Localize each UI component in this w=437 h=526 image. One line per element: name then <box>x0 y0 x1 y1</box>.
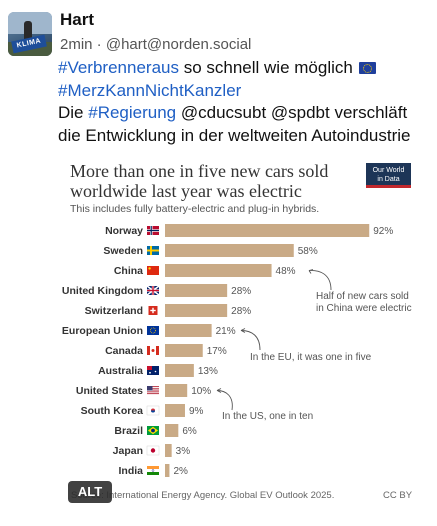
post-text-segment: Die <box>58 103 89 122</box>
category-label: Switzerland <box>85 305 143 317</box>
value-label: 28% <box>231 286 251 297</box>
hashtag-link[interactable]: #Verbrenneraus <box>58 58 179 77</box>
value-label: 28% <box>231 306 251 317</box>
flag-icon <box>146 285 160 296</box>
bar <box>165 404 185 417</box>
post-line-3: Die #Regierung @cducsubt @spdbt verschlä… <box>58 102 430 125</box>
flag-icon <box>146 405 160 416</box>
flag-icon <box>147 386 159 395</box>
bar <box>165 364 194 377</box>
bar <box>165 384 188 397</box>
value-label: 3% <box>176 446 191 457</box>
post-text-segment: @cducsubt @spdbt verschläft <box>176 103 408 122</box>
display-name[interactable]: Hart <box>60 10 95 29</box>
owid-logo: Our World in Data <box>366 163 411 188</box>
owid-logo-line: in Data <box>377 176 400 183</box>
post-line-4: die Entwicklung in der weltweiten Autoin… <box>58 125 411 145</box>
post-header: KLIMA Hart 2min · @hart@norden.social <box>8 8 428 58</box>
category-label: Norway <box>105 225 143 237</box>
flag-icon <box>147 366 159 375</box>
annotation-text: Half of new cars sold <box>316 291 409 302</box>
annotation-text: In the US, one in ten <box>222 411 313 422</box>
value-label: 48% <box>276 266 296 277</box>
bar <box>165 344 203 357</box>
annotation-arrow <box>308 269 332 291</box>
category-label: China <box>114 265 143 277</box>
alt-text-button[interactable]: ALT <box>68 481 112 503</box>
flag-icon <box>146 445 160 456</box>
post-text: #Verbrenneraus so schnell wie möglich #M… <box>58 57 430 147</box>
chart-subtitle: This includes fully battery-electric and… <box>70 203 320 215</box>
flag-icon <box>147 346 159 355</box>
category-label: Canada <box>105 345 143 357</box>
category-label: United States <box>76 385 143 397</box>
eu-flag-icon <box>358 62 376 74</box>
category-label: Sweden <box>103 245 143 257</box>
owid-logo-line: Our World <box>372 167 405 174</box>
chart-title-line: worldwide last year was electric <box>70 181 302 201</box>
bar <box>165 304 228 317</box>
annotation-text: In the EU, it was one in five <box>250 352 372 363</box>
bar <box>165 264 272 277</box>
bar <box>165 424 179 437</box>
avatar-figure <box>24 21 32 41</box>
value-label: 58% <box>298 246 318 257</box>
post-text-segment: so schnell wie möglich <box>178 58 353 77</box>
category-label: South Korea <box>81 405 144 417</box>
chart-title: More than one in five new cars sold worl… <box>70 161 360 201</box>
value-label: 10% <box>191 386 211 397</box>
bar <box>165 464 170 477</box>
bar <box>165 324 212 337</box>
flag-icon <box>147 426 159 435</box>
bar <box>165 224 370 237</box>
flag-icon <box>148 306 158 315</box>
value-label: 6% <box>182 426 197 437</box>
bar <box>165 444 172 457</box>
bar <box>165 244 294 257</box>
hashtag-link[interactable]: #MerzKannNichtKanzler <box>58 80 242 100</box>
value-label: 2% <box>173 466 188 477</box>
category-label: European Union <box>62 325 143 337</box>
bar <box>165 284 228 297</box>
category-label: India <box>118 465 143 477</box>
bar-chart: Norway 92% Sweden 58% China 48% United Kingdom… <box>62 224 412 477</box>
value-label: 92% <box>373 226 393 237</box>
value-label: 21% <box>216 326 236 337</box>
flag-icon <box>147 226 159 235</box>
flag-icon <box>147 246 159 255</box>
value-label: 13% <box>198 366 218 377</box>
hashtag-link[interactable]: #Regierung <box>88 103 177 122</box>
category-label: Japan <box>113 445 143 457</box>
chart-title-line: More than one in five new cars sold <box>70 161 329 181</box>
attached-image[interactable]: More than one in five new cars sold worl… <box>54 150 437 526</box>
chart-source: Source: International Energy Agency. Glo… <box>71 490 335 501</box>
flag-icon <box>147 326 159 335</box>
category-label: Brazil <box>114 425 143 437</box>
category-label: United Kingdom <box>62 285 143 297</box>
post-line-1: #Verbrenneraus so schnell wie möglich <box>58 57 430 80</box>
annotation-text: in China were electric <box>316 303 412 314</box>
value-label: 9% <box>189 406 204 417</box>
annotation-arrow <box>240 328 261 351</box>
value-label: 17% <box>207 346 227 357</box>
avatar[interactable]: KLIMA <box>8 12 52 56</box>
flag-icon <box>147 266 159 275</box>
flag-icon <box>147 466 159 475</box>
chart-license: CC BY <box>383 490 413 501</box>
annotation-arrow <box>216 388 233 411</box>
post-meta[interactable]: 2min · @hart@norden.social <box>60 36 252 53</box>
post-line-2: #MerzKannNichtKanzler <box>58 80 430 103</box>
category-label: Australia <box>98 365 143 377</box>
